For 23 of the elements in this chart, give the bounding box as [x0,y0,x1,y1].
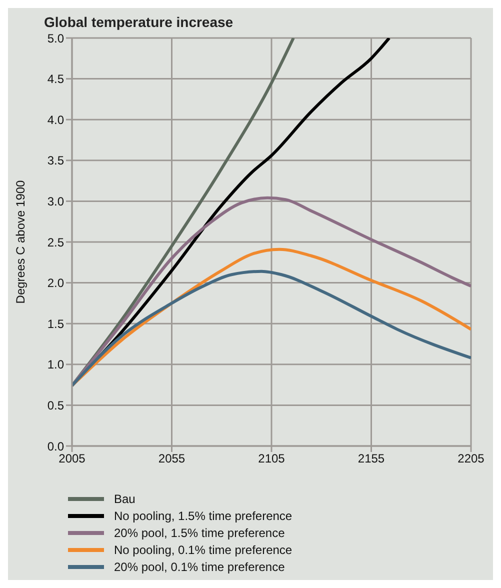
y-tick-label: 3.5 [47,154,64,168]
y-tick-label: 5.0 [47,31,64,46]
legend-label: 20% pool, 0.1% time preference [114,560,285,574]
x-tick-label: 2005 [58,452,86,466]
legend-label: No pooling, 1.5% time preference [114,508,292,522]
y-tick-label: 2.0 [47,276,64,290]
legend-label: Bau [114,492,136,506]
y-tick-label: 4.0 [47,112,64,127]
x-tick-label: 2105 [258,452,286,466]
y-tick-label: 1.0 [47,358,64,372]
legend-label: No pooling, 0.1% time preference [114,542,292,556]
y-tick-label: 4.5 [47,72,64,86]
y-axis-title: Degrees C above 1900 [13,180,28,304]
x-tick-label: 2205 [458,452,485,466]
x-tick-label: 2155 [358,452,385,466]
y-tick-label: 2.5 [47,235,64,250]
y-tick-label: 3.0 [47,194,64,208]
y-tick-label: 1.5 [47,316,64,331]
y-tick-label: 0.0 [47,439,64,454]
legend-label: 20% pool, 1.5% time preference [114,526,285,540]
y-tick-label: 0.5 [47,398,64,412]
chart-title: Global temperature increase [44,14,234,30]
x-tick-label: 2055 [158,452,186,466]
